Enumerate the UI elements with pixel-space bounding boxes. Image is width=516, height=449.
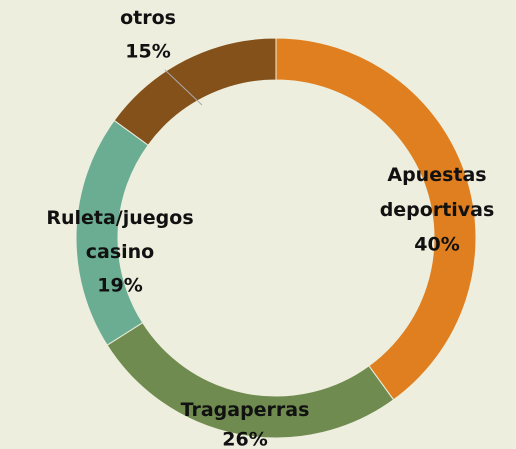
label-line: Apuestas <box>387 164 486 186</box>
label-line: Ruleta/juegos <box>46 207 193 229</box>
donut-slice <box>275 37 477 401</box>
value-label: 40% <box>414 234 459 256</box>
donut-slice <box>75 119 149 346</box>
slice-label: Ruleta/juegos casino <box>46 207 193 263</box>
label-line: deportivas <box>380 199 495 221</box>
value-label: 26% <box>222 429 267 449</box>
slice-label: otros <box>120 7 176 29</box>
leader-line <box>164 69 203 106</box>
label-line: casino <box>86 241 155 263</box>
slice-label: Apuestas deportivas <box>380 164 495 221</box>
value-label: 15% <box>125 41 170 63</box>
donut-slice <box>106 321 395 439</box>
label-line: Tragaperras <box>181 399 310 421</box>
slice-label: Tragaperras <box>181 399 310 421</box>
value-label: 19% <box>97 275 142 297</box>
donut-slice <box>113 37 277 146</box>
label-line: otros <box>120 7 176 29</box>
